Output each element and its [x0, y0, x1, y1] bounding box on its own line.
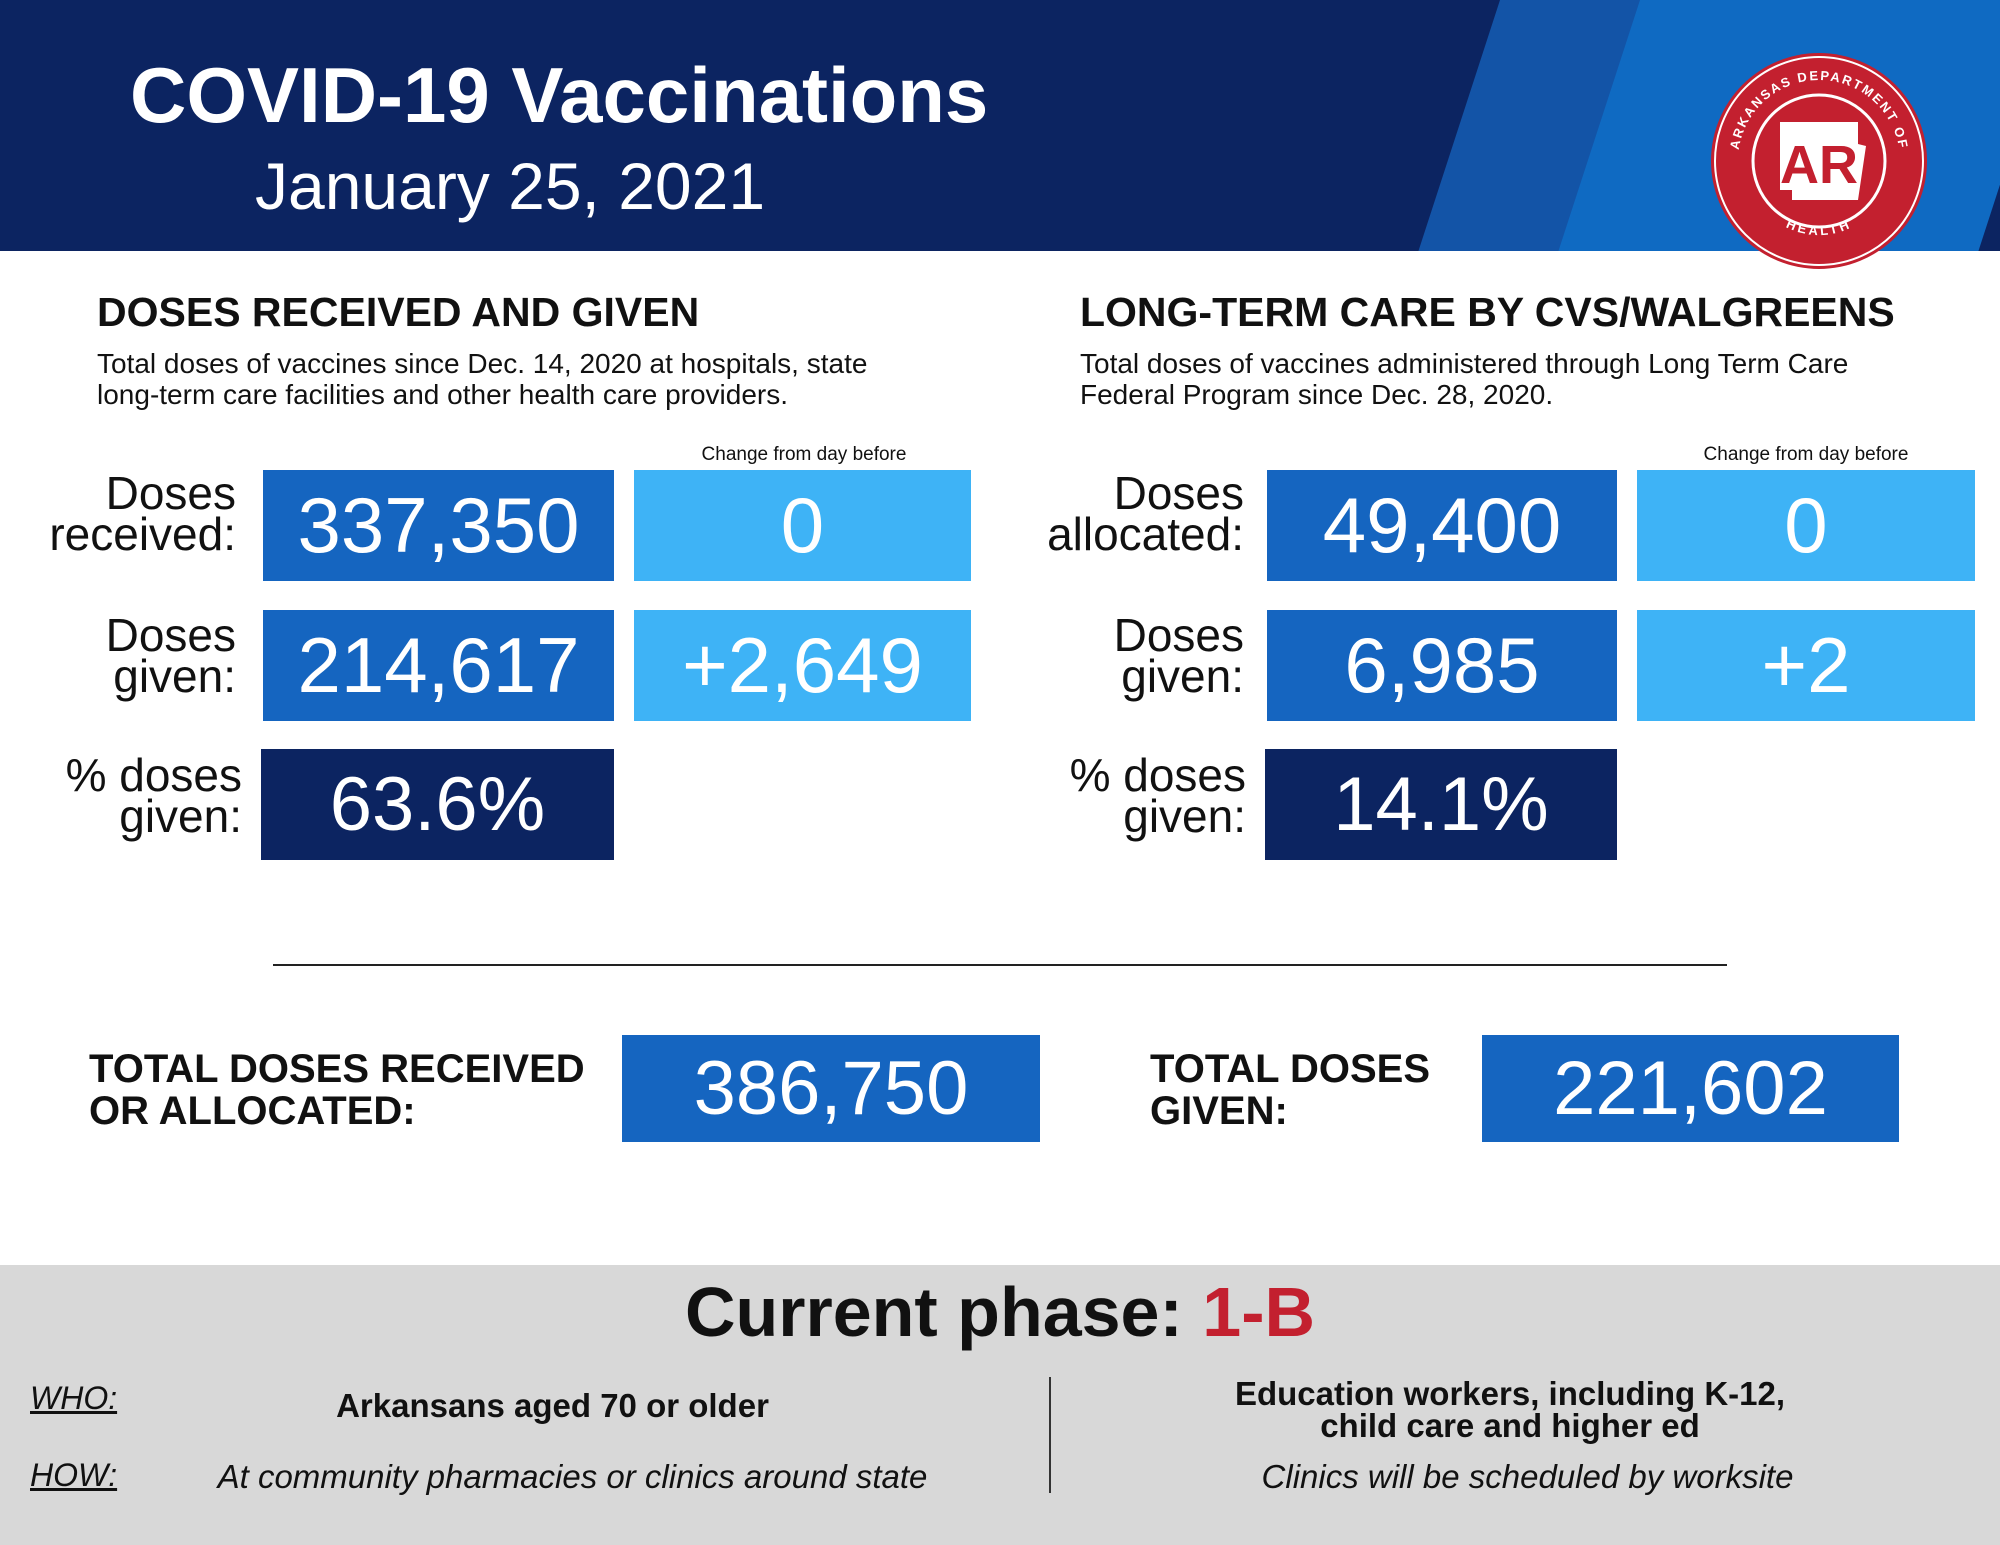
total-given-value: 221,602: [1482, 1035, 1899, 1142]
page-date: January 25, 2021: [255, 149, 766, 223]
header-banner: [0, 0, 2000, 251]
svg-text:HEALTH: HEALTH: [1784, 216, 1854, 238]
right-section-desc-line1: Total doses of vaccines administered thr…: [1080, 348, 1849, 379]
seal-ring-bottom-text: HEALTH: [1784, 216, 1851, 238]
left-percent-given-value: 63.6%: [261, 749, 614, 860]
total-given-label: TOTAL DOSES GIVEN:: [1150, 1047, 1431, 1133]
left-change-label: Change from day before: [701, 444, 907, 465]
current-phase-label: Current phase:: [684, 1273, 1183, 1351]
who-right-text: Education workers, including K-12, child …: [1234, 1375, 1786, 1444]
seal-center-text: AR: [1780, 135, 1858, 195]
arkansas-map-icon: [1780, 122, 1866, 200]
section-divider: [273, 964, 1727, 966]
right-section-desc-line2: Federal Program since Dec. 28, 2020.: [1080, 379, 1554, 410]
current-phase-heading: Current phase: 1-B: [0, 1272, 2000, 1352]
right-percent-given-value: 14.1%: [1265, 749, 1617, 860]
how-right-text: Clinics will be scheduled by worksite: [1261, 1458, 1794, 1495]
left-row-label-given: Doses given:: [105, 609, 236, 702]
right-row-label-given: Doses given:: [1113, 609, 1244, 702]
right-change-label: Change from day before: [1703, 444, 1909, 465]
phase-footer: [0, 1265, 2000, 1545]
current-phase-value: 1-B: [1202, 1273, 1316, 1351]
left-doses-given-change: +2,649: [634, 610, 971, 721]
right-doses-given-value: 6,985: [1267, 610, 1617, 721]
left-row-label-percent: % doses given:: [65, 749, 242, 842]
who-label: WHO:: [30, 1380, 118, 1416]
right-doses-allocated-change: 0: [1637, 470, 1975, 581]
page-title: COVID-19 Vaccinations: [130, 51, 989, 139]
right-doses-allocated-value: 49,400: [1267, 470, 1617, 581]
right-doses-given-change: +2: [1637, 610, 1975, 721]
left-doses-received-change: 0: [634, 470, 971, 581]
who-left-text: Arkansans aged 70 or older: [336, 1387, 769, 1424]
how-label: HOW:: [30, 1457, 118, 1493]
right-row-label-percent: % doses given:: [1069, 749, 1246, 842]
left-doses-given-value: 214,617: [263, 610, 614, 721]
left-section-title: DOSES RECEIVED AND GIVEN: [97, 289, 700, 335]
left-section-desc-line2: long-term care facilities and other heal…: [97, 379, 789, 410]
footer-column-divider: [1049, 1377, 1051, 1493]
right-row-label-allocated: Doses allocated:: [1047, 467, 1244, 560]
total-received-label: TOTAL DOSES RECEIVED OR ALLOCATED:: [89, 1047, 585, 1133]
how-left-text: At community pharmacies or clinics aroun…: [217, 1458, 928, 1495]
total-received-value: 386,750: [622, 1035, 1040, 1142]
left-section-desc-line1: Total doses of vaccines since Dec. 14, 2…: [97, 348, 868, 379]
right-section-title: LONG-TERM CARE BY CVS/WALGREENS: [1080, 289, 1895, 335]
arkansas-health-seal-logo: ARKANSAS DEPARTMENT OF HEALTH AR: [1711, 53, 1927, 269]
left-doses-received-value: 337,350: [263, 470, 614, 581]
left-row-label-received: Doses received:: [49, 467, 236, 560]
